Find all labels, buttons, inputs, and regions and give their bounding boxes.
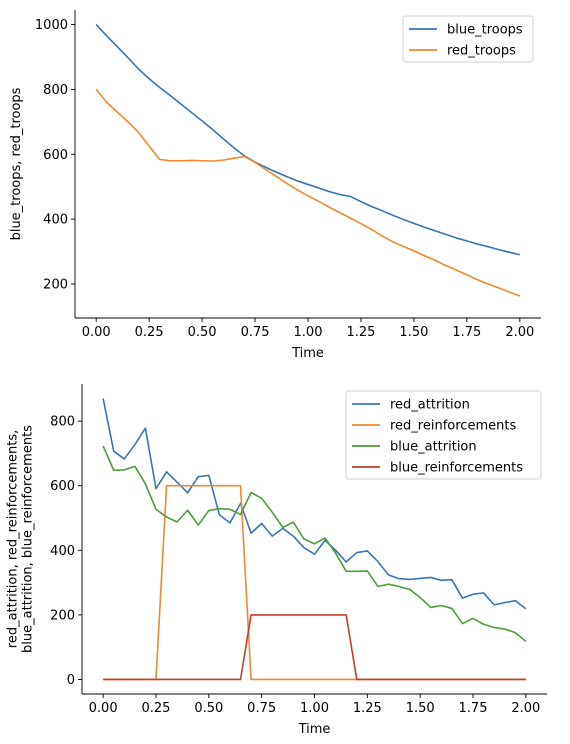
x-tick-label: 1.00 [300, 701, 329, 716]
legend: red_attrition red_reinforcements blue_attr… [345, 390, 542, 480]
x-tick-label: 1.25 [346, 325, 375, 340]
y-axis-label: red_attrition, red_reinforcements, [6, 430, 21, 648]
legend-label: red_reinforcements [390, 419, 516, 434]
y-tick-label: 400 [50, 544, 75, 559]
x-tick-label: 1.25 [353, 701, 382, 716]
legend-label: blue_attrition [390, 440, 477, 455]
x-tick-label: 1.50 [399, 325, 428, 340]
x-tick-label: 1.00 [294, 325, 323, 340]
x-tick-label: 0.25 [142, 701, 171, 716]
series-line-blue-reinforcements [103, 614, 526, 681]
series-line-blue-attrition [102, 445, 527, 642]
y-axis-label: blue_troops, red_troops [9, 87, 24, 240]
y-tick-label: 200 [50, 608, 75, 623]
y-tick-label: 1000 [35, 18, 68, 33]
legend-label: red_attrition [390, 398, 470, 413]
legend-label: blue_troops [447, 23, 523, 38]
series-line-red-troops [95, 88, 521, 297]
x-tick-label: 1.50 [406, 701, 435, 716]
y-tick-label: 800 [43, 83, 68, 98]
chart-2: 0.00 0.25 0.50 0.75 1.00 1.25 1.50 1.75 2.00 0 200… [6, 384, 547, 737]
y-tick-label: 0 [67, 673, 75, 688]
x-tick-label: 2.00 [511, 701, 540, 716]
x-tick-label: 1.75 [459, 701, 488, 716]
x-tick-label: 0.25 [135, 325, 164, 340]
series-line-red-reinforcements [103, 484, 526, 681]
y-tick-label: 800 [50, 415, 75, 430]
y-tick-label: 200 [43, 277, 68, 292]
x-axis-label: Time [298, 722, 331, 737]
series-line-blue-troops [95, 24, 521, 256]
legend-label: red_troops [447, 44, 516, 59]
x-tick-label: 0.50 [194, 701, 223, 716]
x-tick-label: 0.00 [82, 325, 111, 340]
x-tick-label: 0.75 [241, 325, 270, 340]
legend: blue_troops red_troops [402, 15, 534, 63]
legend-label: blue_reinforcements [390, 461, 523, 476]
chart-1: 0.00 0.25 0.50 0.75 1.00 1.25 1.50 1.75 2.00 200 4… [9, 10, 541, 361]
x-tick-label: 0.00 [89, 701, 118, 716]
y-tick-label: 400 [43, 213, 68, 228]
x-tick-label: 2.00 [505, 325, 534, 340]
y-tick-label: 600 [43, 148, 68, 163]
series-line-red-attrition [102, 398, 527, 610]
x-axis-label: Time [291, 346, 324, 361]
x-tick-label: 0.75 [247, 701, 276, 716]
legend-frame [345, 390, 542, 480]
y-axis-label: blue_attrition, blue_reinforcements [21, 425, 36, 653]
x-tick-label: 1.75 [452, 325, 481, 340]
y-tick-label: 600 [50, 479, 75, 494]
x-tick-label: 0.50 [188, 325, 217, 340]
